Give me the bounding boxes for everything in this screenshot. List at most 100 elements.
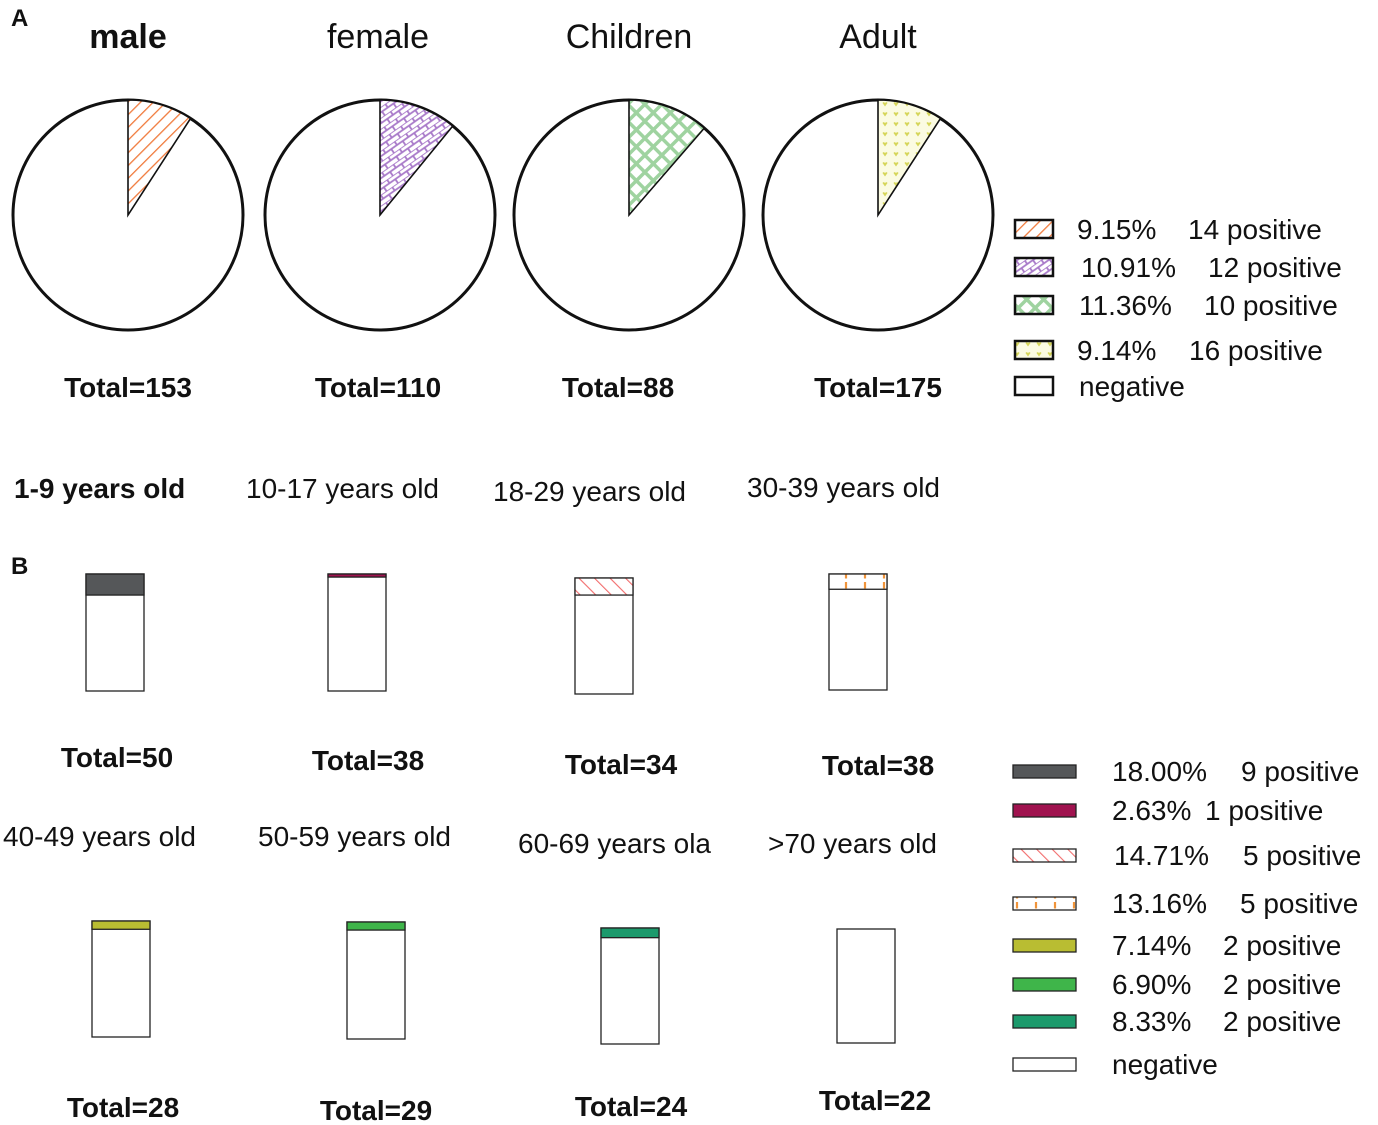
legend-swatch [1013,339,1055,361]
legend-label: 10 positive [1204,290,1338,321]
bar-title: 40-49 years old [3,821,196,852]
legend-label: 9 positive [1241,756,1359,787]
bar-legend: 18.00% 9 positive 2.63% 1 positive 14.71% 5 p… [1012,756,1361,1080]
legend-percent: 7.14% [1112,930,1191,961]
bar-legend-item: 6.90% 2 positive [1012,969,1341,1000]
bar-legend-item: 8.33% 2 positive [1012,1006,1341,1037]
bar-title: >70 years old [768,828,937,859]
pie-slice-positive [127,99,192,218]
bar-legend-item: negative [1012,1049,1218,1080]
bar-segment-positive [574,577,634,596]
bar-segment-negative [600,927,660,1045]
bar-segment-negative [327,573,387,692]
legend-swatch [1012,1057,1077,1072]
bar-7: 60-69 years ola Total=24 [518,828,711,1122]
bar-segment-negative [346,921,406,1040]
pie-title: male [89,18,167,56]
pie-chart-4: Adult Total=175 [761,18,995,403]
legend-percent: 6.90% [1112,969,1191,1000]
legend-swatch [1013,294,1055,316]
pie-legend-item: 9.14% 16 positive [1013,335,1323,366]
bar-segment-positive [600,927,660,939]
bar-3: 18-29 years old Total=34 [493,476,686,780]
legend-label: 2 positive [1223,969,1341,1000]
pie-chart-1: male Total=153 [11,18,245,403]
bar-total-label: Total=50 [61,742,173,773]
legend-label: negative [1112,1049,1218,1080]
pie-legend-item: 11.36% 10 positive [1013,290,1338,321]
legend-swatch [1013,375,1055,397]
pie-slice-positive [628,99,706,218]
pie-total-label: Total=153 [64,372,192,403]
legend-swatch [1012,896,1077,911]
bar-legend-item: 14.71% 5 positive [1012,840,1361,871]
legend-label: 1 positive [1205,795,1323,826]
pie-slice-positive [379,99,454,218]
pie-legend-item: 9.15% 14 positive [1013,214,1322,245]
bar-legend-item: 2.63% 1 positive [1012,795,1323,826]
bar-total-label: Total=38 [822,750,934,781]
pie-total-label: Total=175 [814,372,942,403]
bar-legend-item: 18.00% 9 positive [1012,756,1359,787]
legend-percent: 8.33% [1112,1006,1191,1037]
legend-percent: 18.00% [1112,756,1207,787]
pie-legend-item: 10.91% 12 positive [1013,252,1342,283]
legend-label: 2 positive [1223,930,1341,961]
pie-chart-3: Children Total=88 [512,18,746,403]
bar-total-label: Total=38 [312,745,424,776]
legend-swatch [1012,764,1077,779]
bar-segment-negative [574,577,634,695]
pie-total-label: Total=110 [315,372,441,403]
pie-slice-positive [877,99,942,218]
pie-total-label: Total=88 [562,372,674,403]
legend-label: 16 positive [1189,335,1323,366]
legend-percent: 11.36% [1079,290,1172,321]
panel-label-b: B [11,553,28,580]
bar-title: 10-17 years old [246,473,439,504]
legend-swatch [1012,1014,1077,1029]
bar-title: 30-39 years old [747,472,940,503]
legend-percent: 9.14% [1077,335,1156,366]
legend-label: 2 positive [1223,1006,1341,1037]
bar-4: 30-39 years old Total=38 [747,472,940,781]
legend-percent: 9.15% [1077,214,1156,245]
panel-label-a: A [11,5,28,32]
pie-title: Children [566,18,693,56]
bar-title: 18-29 years old [493,476,686,507]
bar-segment-negative [828,573,888,691]
bar-segment-negative [836,928,896,1044]
bar-segment-positive [828,573,888,590]
bar-total-label: Total=34 [565,749,678,780]
pie-chart-2: female Total=110 [263,18,497,403]
legend-percent: 14.71% [1114,840,1209,871]
pie-title: female [327,18,429,56]
bar-6: 50-59 years old Total=29 [258,821,451,1125]
legend-label: 14 positive [1188,214,1322,245]
pie-legend-item: negative [1013,371,1185,402]
legend-label: negative [1079,371,1185,402]
legend-label: 12 positive [1208,252,1342,283]
pie-title: Adult [839,18,917,56]
legend-swatch [1012,938,1077,953]
bar-total-label: Total=24 [575,1091,688,1122]
bar-5: 40-49 years old Total=28 [3,821,196,1123]
bar-segment-positive [85,573,145,596]
bar-total-label: Total=28 [67,1092,179,1123]
bar-title: 50-59 years old [258,821,451,852]
bar-legend-item: 7.14% 2 positive [1012,930,1341,961]
legend-percent: 2.63% [1112,795,1191,826]
bar-segment-positive [346,921,406,931]
bar-charts: 1-9 years old Total=50 10-17 years old Tota… [3,472,940,1125]
legend-swatch [1012,977,1077,992]
bar-segment-positive [91,920,151,930]
legend-percent: 13.16% [1112,888,1207,919]
legend-swatch [1012,803,1077,818]
bar-total-label: Total=22 [819,1085,931,1116]
bar-legend-item: 13.16% 5 positive [1012,888,1358,919]
legend-label: 5 positive [1243,840,1361,871]
bar-title: 1-9 years old [14,473,185,504]
bar-8: >70 years old Total=22 [768,828,937,1116]
bar-segment-positive [327,573,387,578]
bar-2: 10-17 years old Total=38 [246,473,439,776]
